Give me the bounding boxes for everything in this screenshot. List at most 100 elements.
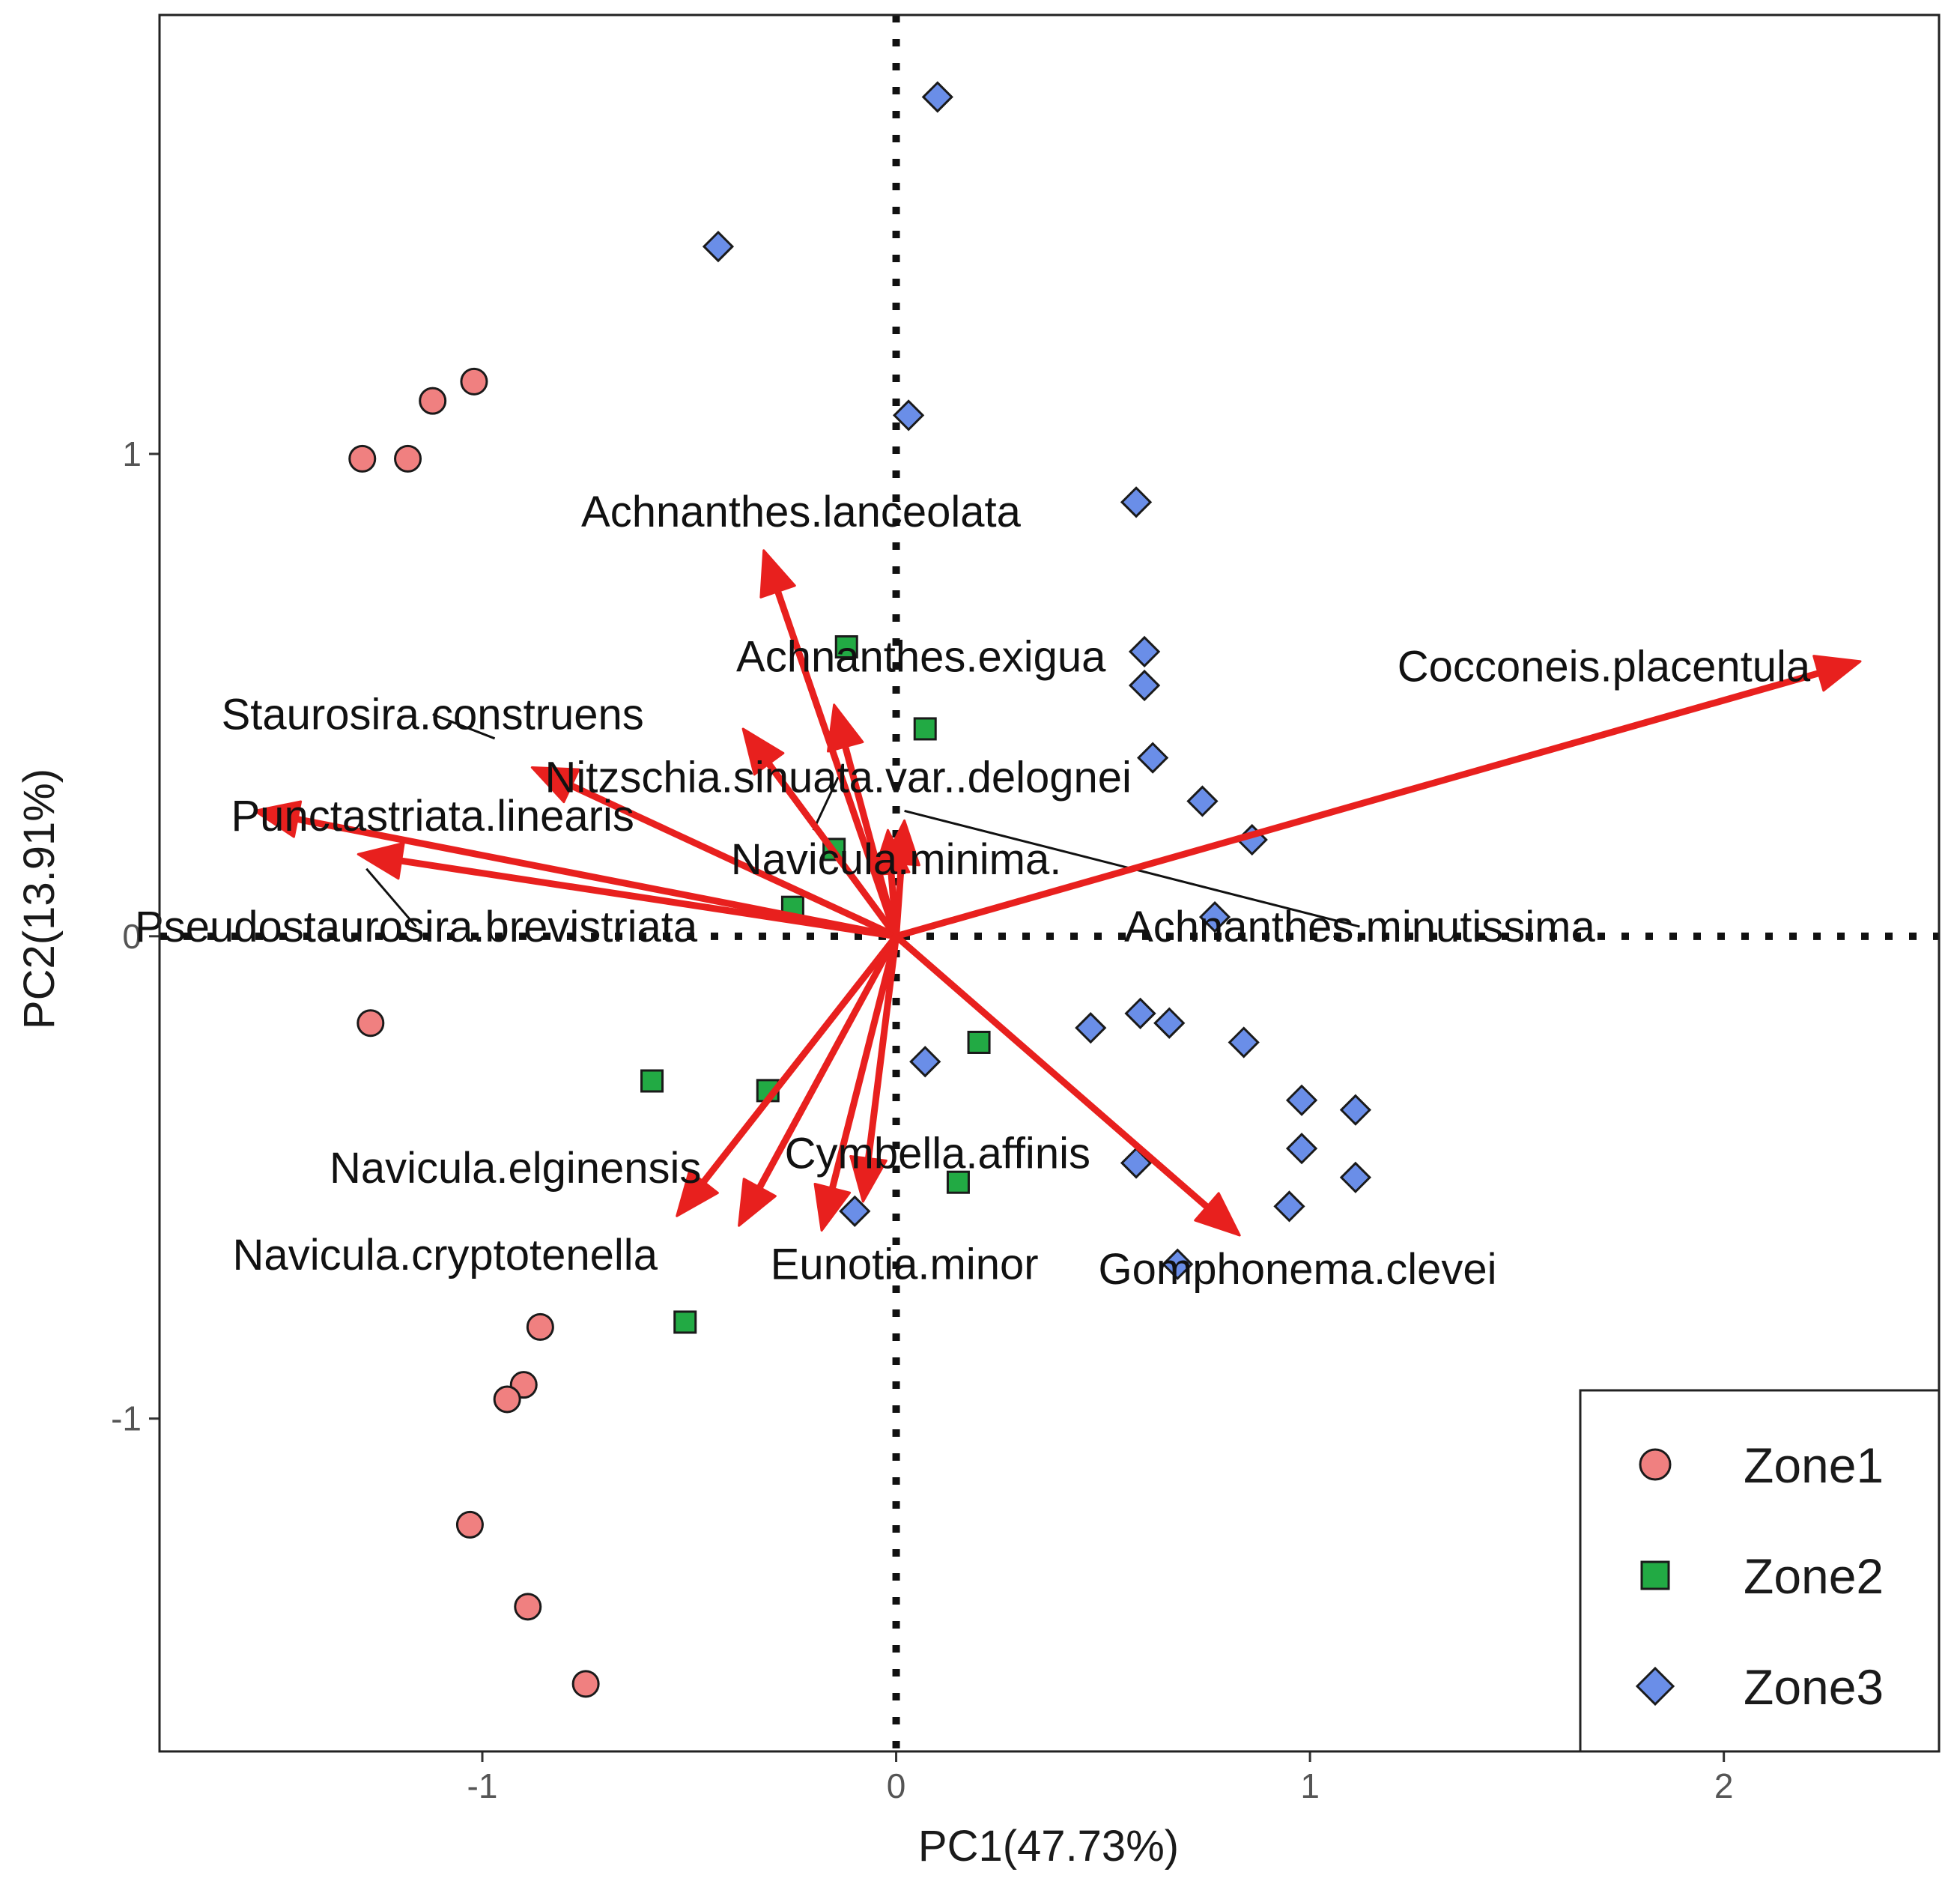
arrow-shaft-eunotia-minor [828, 933, 900, 1196]
label-achnanthes-lanceolata: Achnanthes.lanceolata [581, 488, 1022, 536]
label-nitzschia-sinuata-var-delognei: Nitzschia.sinuata.var..delognei [544, 753, 1131, 802]
zone1-point [460, 367, 488, 396]
zone2-point [946, 1170, 970, 1194]
arrow-shaft-pseudostaurosira-brevistriata [393, 856, 900, 940]
zone3-point [1339, 1161, 1372, 1193]
x-tick-label: 2 [1714, 1766, 1734, 1805]
zone3-point [1153, 1007, 1186, 1039]
zone1-point [493, 1385, 521, 1414]
zone3-point [1128, 635, 1161, 668]
arrow-shaft-achnanthes-exigua [840, 739, 900, 940]
label-navicula-elginensis: Navicula.elginensis [330, 1144, 701, 1193]
legend-zone1-marker [1639, 1448, 1672, 1481]
arrow-shaft-staurosira-construens [563, 780, 900, 940]
zone1-point [394, 444, 422, 473]
zone3-point [1162, 1248, 1194, 1280]
label-navicula-cryptotenella: Navicula.cryptotenella [233, 1231, 658, 1279]
y-tick-label: 0 [122, 917, 142, 956]
zone3-point [909, 1046, 941, 1078]
arrow-shaft-navicula-elginensis [697, 933, 900, 1189]
zone3-point [1124, 997, 1156, 1029]
y-axis-title: PC2(13.91%) [15, 769, 64, 1029]
x-tick-label: -1 [467, 1766, 498, 1805]
legend-zone3-marker [1635, 1666, 1675, 1706]
label-eunotia-minor: Eunotia.minor [771, 1241, 1039, 1289]
arrow-head-staurosira-construens [530, 766, 580, 804]
label-pseudostaurosira-brevistriata: Pseudostaurosira.brevistriata [135, 903, 698, 951]
zone3-point [1285, 1133, 1318, 1165]
zone1-point [455, 1510, 484, 1539]
reference-lines [160, 15, 1939, 1751]
legend-zone1-label: Zone1 [1744, 1438, 1884, 1493]
arrow-shaft-achnanthes-minutissima [888, 865, 900, 940]
arrow-head-navicula-cryptotenella [738, 1178, 777, 1227]
label-gomphonema-clevei: Gomphonema.clevei [1099, 1245, 1497, 1294]
arrow-head-cocconeis-placentula [1812, 655, 1862, 692]
label-achnanthes-minutissima: Achnanthes.minutissima [1124, 903, 1595, 951]
data-points [348, 81, 1372, 1698]
arrow-head-cymbella-affinis [849, 1154, 888, 1203]
y-tick-label: 1 [122, 434, 142, 473]
zone3-point [893, 399, 925, 431]
arrow-head-pseudostaurosira-brevistriata [356, 841, 405, 880]
label-punctastriata-linearis: Punctastriata.linearis [231, 792, 634, 840]
label-navicula-minima: Navicula.minima. [731, 835, 1062, 884]
x-tick-label: 1 [1300, 1766, 1320, 1805]
zone1-point [571, 1670, 600, 1698]
zone2-point [673, 1310, 697, 1334]
leader-line-staurosira-construens [432, 713, 496, 740]
arrow-head-achnanthes-lanceolata [759, 549, 796, 599]
arrow-shaft-cocconeis-placentula [893, 668, 1827, 940]
zone1-point [526, 1312, 554, 1341]
legend-zone2-marker [1640, 1560, 1670, 1590]
zone2-point [967, 1030, 991, 1054]
y-tick-label: -1 [111, 1399, 142, 1438]
loading-labels: Achnanthes.lanceolata Achnanthes.exigua Co… [135, 488, 1811, 1294]
axis-ticks: -1 0 1 2 -1 0 1 [111, 434, 1733, 1805]
arrow-shaft-cymbella-affinis [864, 933, 900, 1166]
arrow-shaft-navicula-cryptotenella [753, 933, 900, 1195]
zone2-point [640, 1069, 664, 1093]
zone2-point [834, 634, 858, 658]
arrow-head-achnanthes-minutissima [872, 829, 911, 876]
arrow-head-nitzschia-sinuata-var-delognei [741, 727, 785, 776]
zone1-point [514, 1593, 542, 1621]
zone1-point [356, 1009, 385, 1038]
label-achnanthes-exigua: Achnanthes.exigua [736, 632, 1106, 681]
zone1-point [348, 444, 377, 473]
zone3-point [1128, 669, 1161, 702]
zone3-point [1198, 900, 1231, 933]
x-axis-title: PC1(47.73%) [918, 1822, 1179, 1871]
arrow-shaft-gomphonema-clevei [893, 933, 1214, 1214]
arrow-head-gomphonema-clevei [1194, 1192, 1241, 1237]
arrow-head-navicula-elginensis [676, 1169, 719, 1217]
zone3-point [1339, 1094, 1372, 1126]
zone3-point [1228, 1026, 1260, 1058]
zone3-point [839, 1195, 871, 1227]
label-cymbella-affinis: Cymbella.affinis [785, 1130, 1090, 1178]
label-staurosira-construens: Staurosira.construens [222, 691, 644, 739]
arrow-head-eunotia-minor [813, 1182, 852, 1232]
arrow-head-achnanthes-exigua [827, 703, 864, 753]
legend-zone2-label: Zone2 [1744, 1548, 1884, 1604]
plot-border [158, 13, 1941, 1753]
arrow-shaft-punctastriata-linearis [289, 814, 900, 940]
zone3-point [1120, 486, 1153, 518]
x-tick-label: 0 [887, 1766, 906, 1805]
zone3-point [1273, 1190, 1305, 1223]
arrow-head-punctastriata-linearis [253, 800, 303, 838]
legend-box [1579, 1389, 1941, 1753]
arrow-shaft-nitzschia-sinuata-var-delognei [762, 757, 900, 940]
zone3-point [921, 81, 953, 113]
arrow-shaft-achnanthes-lanceolata [773, 584, 900, 940]
zone3-point [1186, 785, 1219, 817]
zone3-point [1137, 742, 1169, 774]
label-cocconeis-placentula: Cocconeis.placentula [1398, 642, 1811, 691]
legend: Zone1 Zone2 Zone3 [1579, 1389, 1941, 1753]
leader-line-nitzschia-sinuata-var-delognei [812, 776, 840, 831]
zone3-point [1285, 1084, 1318, 1116]
zone3-point [702, 230, 735, 263]
loading-arrows [253, 549, 1862, 1237]
leader-line-pseudostaurosira-brevistriata [365, 867, 417, 927]
